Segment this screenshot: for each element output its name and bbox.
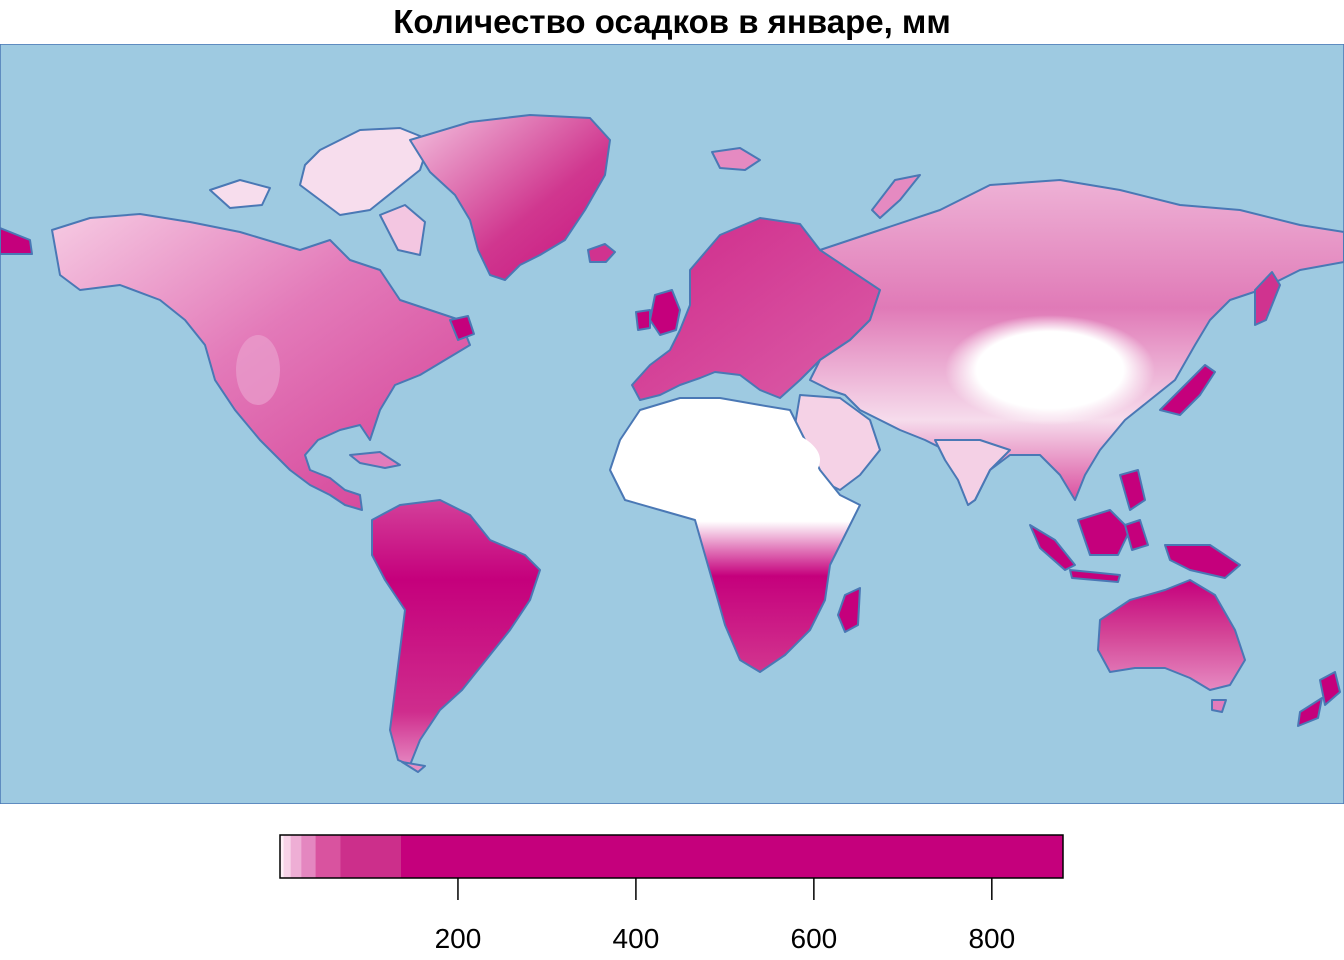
india (934, 439, 1011, 506)
legend-tick-label-400: 400 (613, 923, 660, 954)
iceland (587, 243, 616, 263)
legend-bin-6 (401, 835, 1064, 878)
south-america (371, 499, 541, 766)
map-title: Количество осадков в январе, мм (393, 3, 951, 40)
arctic-island-small (209, 179, 271, 209)
great-basin-dry-zone (236, 335, 280, 405)
australia (1097, 579, 1246, 691)
world-precipitation-map (0, 44, 1344, 804)
chukotka-west-edge (0, 227, 33, 255)
legend-bin-1 (283, 835, 292, 878)
java (1069, 569, 1121, 583)
new-guinea (1164, 544, 1241, 579)
new-zealand-north (1319, 671, 1341, 706)
sulawesi (1124, 519, 1149, 551)
great-britain (649, 289, 681, 336)
new-zealand-south (1297, 697, 1323, 727)
legend-bin-2 (290, 835, 302, 878)
tasmania (1211, 699, 1227, 713)
philippines (1119, 469, 1146, 511)
legend-bin-4 (315, 835, 342, 878)
madagascar (837, 587, 861, 633)
svalbard (711, 147, 761, 171)
sumatra (1029, 524, 1076, 571)
cuba (349, 451, 401, 469)
legend-tick-label-800: 800 (968, 923, 1015, 954)
legend-bin-5 (340, 835, 402, 878)
legend-frame (279, 834, 1064, 879)
greenland (409, 114, 611, 281)
sakhalin (1254, 271, 1281, 326)
japan (1159, 364, 1216, 416)
newfoundland (449, 315, 475, 341)
tierra-del-fuego (401, 761, 426, 773)
legend-tick-label-600: 600 (791, 923, 838, 954)
legend-bin-3 (301, 835, 317, 878)
novaya-zemlya (871, 174, 921, 219)
sahara-dry-zone (620, 420, 820, 500)
legend-tick-label-200: 200 (435, 923, 482, 954)
gobi-dry-zone (945, 315, 1155, 425)
borneo (1077, 509, 1131, 556)
arctic-island-baffin (379, 204, 426, 256)
ireland (635, 309, 651, 331)
arctic-islands (299, 127, 431, 216)
legend-bin-0 (280, 835, 285, 878)
color-legend: 200 400 600 800 (279, 834, 1064, 954)
